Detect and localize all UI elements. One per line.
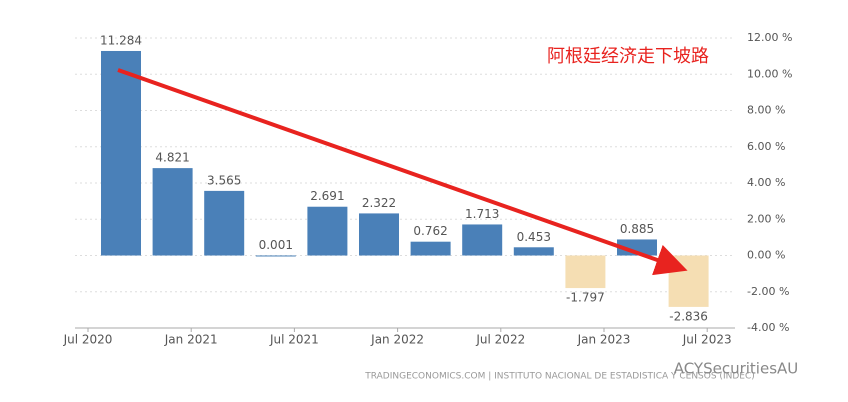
value-label: 0.762 bbox=[413, 224, 447, 238]
bar bbox=[462, 224, 503, 256]
value-label: 11.284 bbox=[100, 33, 142, 47]
y-tick-label: 6.00 % bbox=[747, 140, 785, 153]
bar bbox=[307, 206, 348, 256]
value-label: -1.797 bbox=[566, 291, 605, 305]
bar bbox=[152, 168, 193, 256]
bar bbox=[410, 241, 451, 256]
bar bbox=[617, 239, 657, 256]
y-tick-label: -4.00 % bbox=[747, 321, 789, 334]
x-tick-label: Jul 2022 bbox=[475, 333, 525, 347]
x-tick-label: Jan 2023 bbox=[577, 333, 631, 347]
bar bbox=[565, 255, 606, 289]
x-tick-label: Jul 2021 bbox=[269, 333, 319, 347]
value-label: 0.885 bbox=[620, 222, 654, 236]
bar bbox=[101, 50, 141, 256]
bar bbox=[255, 255, 296, 257]
value-label: 3.565 bbox=[207, 173, 241, 187]
bar bbox=[359, 213, 399, 256]
y-tick-label: 0.00 % bbox=[747, 249, 785, 262]
bar bbox=[668, 255, 709, 307]
y-tick-label: -2.00 % bbox=[747, 285, 789, 298]
value-label: 2.691 bbox=[310, 189, 344, 203]
y-tick-label: 8.00 % bbox=[747, 104, 785, 117]
x-tick-label: Jan 2021 bbox=[164, 333, 218, 347]
annotation: 阿根廷经济走下坡路 bbox=[547, 46, 709, 67]
source: TRADINGECONOMICS.COM | INSTITUTO NACIONA… bbox=[364, 372, 755, 382]
arrow bbox=[117, 68, 688, 276]
value-label: -2.836 bbox=[669, 309, 708, 323]
bar bbox=[204, 190, 245, 256]
watermark: ACYSecuritiesAU bbox=[674, 360, 799, 378]
y-tick-label: 10.00 % bbox=[747, 67, 792, 80]
x-tick-label: Jul 2020 bbox=[63, 333, 113, 347]
value-label: 0.001 bbox=[259, 238, 293, 252]
bar bbox=[513, 247, 554, 256]
y-tick-label: 12.00 % bbox=[747, 31, 792, 44]
value-label: 1.713 bbox=[465, 207, 499, 221]
y-tick-label: 2.00 % bbox=[747, 212, 785, 225]
y-tick-label: 4.00 % bbox=[747, 176, 785, 189]
value-label: 2.322 bbox=[362, 196, 396, 210]
value-label: 0.453 bbox=[517, 230, 551, 244]
value-label: 4.821 bbox=[155, 151, 189, 165]
x-tick-label: Jul 2023 bbox=[682, 333, 732, 347]
x-tick-label: Jan 2022 bbox=[370, 333, 424, 347]
